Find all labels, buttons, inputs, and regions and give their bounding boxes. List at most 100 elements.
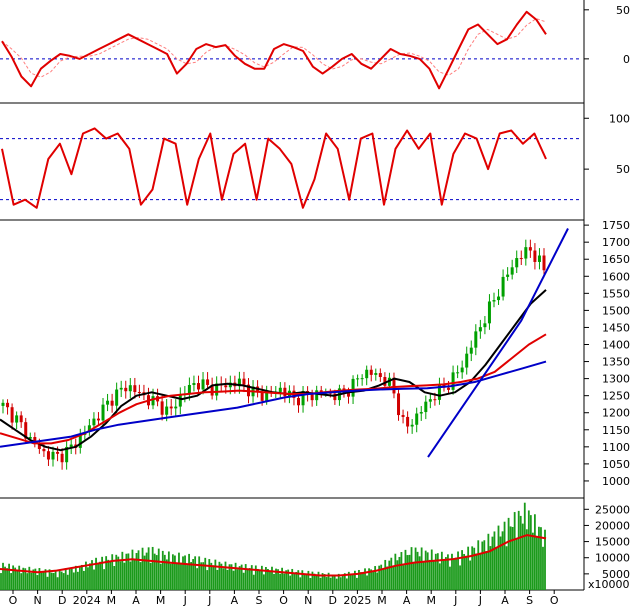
x-tick-label: J <box>207 594 211 606</box>
volume-bar <box>202 562 205 590</box>
volume-bar <box>434 553 437 590</box>
volume-bar <box>149 562 152 590</box>
volume-bar <box>406 555 409 590</box>
price-candle-body <box>351 378 355 397</box>
volume-bar <box>493 531 496 590</box>
price-candle-body <box>537 255 541 262</box>
price-tick-label: 1200 <box>602 407 630 420</box>
volume-bar <box>36 575 39 590</box>
volume-bar <box>30 572 33 590</box>
volume-bar <box>275 568 277 590</box>
volume-bar <box>50 572 53 590</box>
volume-bar <box>89 563 91 590</box>
volume-bar <box>248 568 251 590</box>
volume-bar <box>226 569 229 590</box>
volume-bar <box>216 569 219 590</box>
volume-bar <box>107 559 110 590</box>
volume-bar <box>24 568 27 590</box>
volume-bar <box>246 569 249 590</box>
price-tick-label: 1150 <box>602 424 630 437</box>
volume-bar <box>529 515 532 590</box>
volume-bar <box>76 571 79 590</box>
volume-bar <box>34 568 37 590</box>
volume-bar <box>366 575 368 590</box>
x-tick-label: M <box>426 594 436 606</box>
volume-bar <box>392 566 395 590</box>
volume-bar <box>426 552 429 590</box>
price-candle-body <box>515 258 519 268</box>
volume-bar <box>4 566 6 590</box>
volume-bar <box>412 561 415 590</box>
oscillator-line <box>1 10 547 90</box>
volume-bar <box>115 554 118 590</box>
price-candle-body <box>410 424 414 427</box>
volume-bar <box>232 570 235 590</box>
volume-bar <box>46 576 49 590</box>
x-tick-label: N <box>304 594 312 606</box>
price-candle-body <box>374 373 378 375</box>
volume-bar <box>250 565 253 590</box>
volume-bar <box>137 550 140 590</box>
price-candle-body <box>119 387 123 390</box>
price-tick-label: 1550 <box>602 287 630 300</box>
x-tick-label: M <box>107 594 117 606</box>
price-candle-body <box>106 400 110 405</box>
price-candle-body <box>428 399 432 402</box>
volume-bar <box>540 527 542 590</box>
volume-bar <box>155 555 158 590</box>
volume-bar <box>533 514 536 590</box>
volume-bar <box>469 560 472 590</box>
x-tick-label: A <box>132 594 140 606</box>
price-candle-body <box>542 255 546 271</box>
volume-bar <box>410 547 413 590</box>
volume-bar <box>184 555 186 590</box>
volume-bar <box>236 569 239 590</box>
volume-bar <box>525 529 528 590</box>
volume-bar <box>408 554 411 590</box>
volume-bar <box>72 572 75 590</box>
volume-bar <box>145 552 148 590</box>
price-candle-body <box>401 415 405 417</box>
price-candle-body <box>365 369 369 379</box>
volume-bar <box>186 565 188 590</box>
volume-bar <box>95 557 97 590</box>
volume-bar <box>418 556 421 590</box>
volume-bar <box>121 551 124 590</box>
volume-bar <box>471 546 474 590</box>
volume-bar <box>74 565 77 590</box>
x-tick-label: A <box>231 594 239 606</box>
volume-bar <box>16 571 19 590</box>
volume-bar <box>48 569 51 590</box>
volume-bar <box>200 562 203 590</box>
volume-bar <box>18 565 21 590</box>
price-candle-body <box>242 378 246 385</box>
volume-bar <box>153 553 156 590</box>
volume-bar <box>58 570 61 590</box>
volume-bar <box>169 563 172 590</box>
price-candle-body <box>497 296 501 301</box>
volume-bar <box>453 559 455 590</box>
volume-bar <box>167 551 170 590</box>
x-tick-label: D <box>329 594 337 606</box>
volume-bar <box>139 562 142 590</box>
volume-bar <box>295 571 298 590</box>
price-candle-body <box>469 347 473 354</box>
volume-bar <box>307 570 310 590</box>
price-candle-body <box>265 391 269 401</box>
volume-bar <box>384 559 387 590</box>
volume-tick-label: 25000 <box>595 503 630 516</box>
price-tick-label: 1750 <box>602 219 630 232</box>
volume-bar <box>277 569 279 590</box>
price-candle-body <box>65 446 69 463</box>
volume-bar <box>240 564 243 590</box>
price-candle-body <box>42 449 46 452</box>
volume-bar <box>163 554 166 590</box>
price-candle-body <box>178 394 182 407</box>
volume-bar <box>416 551 419 590</box>
price-candle-body <box>1 402 5 406</box>
volume-bar <box>293 573 296 590</box>
volume-bar <box>182 556 184 590</box>
volume-bar <box>311 571 314 590</box>
volume-bar <box>420 547 423 590</box>
volume-bar <box>32 569 35 590</box>
